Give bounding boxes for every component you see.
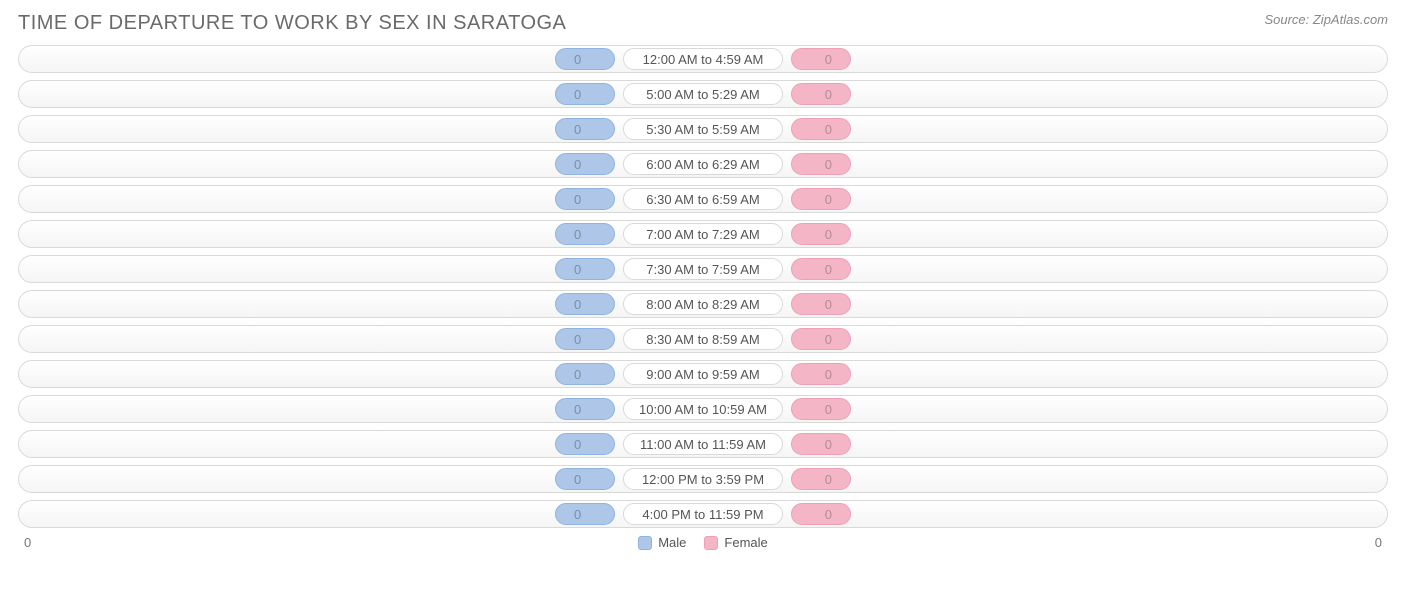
row-center-group: 0 8:00 AM to 8:29 AM 0 (555, 293, 851, 315)
row-center-group: 0 5:30 AM to 5:59 AM 0 (555, 118, 851, 140)
bar-male: 0 (555, 188, 615, 210)
category-label: 6:00 AM to 6:29 AM (623, 153, 783, 175)
row-center-group: 0 8:30 AM to 8:59 AM 0 (555, 328, 851, 350)
category-label: 8:30 AM to 8:59 AM (623, 328, 783, 350)
chart-row: 0 5:00 AM to 5:29 AM 0 (18, 80, 1388, 108)
legend-label-male: Male (658, 535, 686, 550)
bar-male: 0 (555, 468, 615, 490)
bar-male: 0 (555, 48, 615, 70)
bar-male: 0 (555, 398, 615, 420)
bar-female: 0 (791, 223, 851, 245)
legend-swatch-male (638, 536, 652, 550)
bar-female: 0 (791, 328, 851, 350)
row-center-group: 0 4:00 PM to 11:59 PM 0 (555, 503, 851, 525)
bar-female: 0 (791, 188, 851, 210)
bar-male: 0 (555, 363, 615, 385)
row-center-group: 0 7:30 AM to 7:59 AM 0 (555, 258, 851, 280)
row-center-group: 0 12:00 PM to 3:59 PM 0 (555, 468, 851, 490)
bar-male: 0 (555, 83, 615, 105)
category-label: 5:30 AM to 5:59 AM (623, 118, 783, 140)
diverging-bar-chart: 0 12:00 AM to 4:59 AM 0 0 5:00 AM to 5:29 AM… (18, 45, 1388, 528)
row-center-group: 0 5:00 AM to 5:29 AM 0 (555, 83, 851, 105)
chart-row: 0 4:00 PM to 11:59 PM 0 (18, 500, 1388, 528)
chart-row: 0 10:00 AM to 10:59 AM 0 (18, 395, 1388, 423)
chart-row: 0 12:00 PM to 3:59 PM 0 (18, 465, 1388, 493)
chart-source: Source: ZipAtlas.com (1264, 12, 1388, 27)
row-center-group: 0 12:00 AM to 4:59 AM 0 (555, 48, 851, 70)
row-center-group: 0 7:00 AM to 7:29 AM 0 (555, 223, 851, 245)
row-center-group: 0 9:00 AM to 9:59 AM 0 (555, 363, 851, 385)
bar-male: 0 (555, 433, 615, 455)
category-label: 6:30 AM to 6:59 AM (623, 188, 783, 210)
chart-header: TIME OF DEPARTURE TO WORK BY SEX IN SARA… (18, 12, 1388, 35)
bar-female: 0 (791, 363, 851, 385)
legend-item-male: Male (638, 535, 686, 550)
bar-male: 0 (555, 118, 615, 140)
bar-male: 0 (555, 503, 615, 525)
row-center-group: 0 6:00 AM to 6:29 AM 0 (555, 153, 851, 175)
bar-female: 0 (791, 48, 851, 70)
chart-title: TIME OF DEPARTURE TO WORK BY SEX IN SARA… (18, 12, 566, 35)
chart-row: 0 8:30 AM to 8:59 AM 0 (18, 325, 1388, 353)
category-label: 7:30 AM to 7:59 AM (623, 258, 783, 280)
bar-female: 0 (791, 153, 851, 175)
bar-female: 0 (791, 83, 851, 105)
category-label: 11:00 AM to 11:59 AM (623, 433, 783, 455)
category-label: 12:00 AM to 4:59 AM (623, 48, 783, 70)
chart-row: 0 7:30 AM to 7:59 AM 0 (18, 255, 1388, 283)
category-label: 8:00 AM to 8:29 AM (623, 293, 783, 315)
bar-female: 0 (791, 433, 851, 455)
chart-row: 0 11:00 AM to 11:59 AM 0 (18, 430, 1388, 458)
category-label: 10:00 AM to 10:59 AM (623, 398, 783, 420)
chart-row: 0 6:30 AM to 6:59 AM 0 (18, 185, 1388, 213)
category-label: 9:00 AM to 9:59 AM (623, 363, 783, 385)
bar-female: 0 (791, 293, 851, 315)
legend-swatch-female (704, 536, 718, 550)
bar-male: 0 (555, 328, 615, 350)
bar-female: 0 (791, 398, 851, 420)
bar-female: 0 (791, 258, 851, 280)
legend-label-female: Female (724, 535, 767, 550)
bar-female: 0 (791, 118, 851, 140)
category-label: 7:00 AM to 7:29 AM (623, 223, 783, 245)
category-label: 4:00 PM to 11:59 PM (623, 503, 783, 525)
row-center-group: 0 11:00 AM to 11:59 AM 0 (555, 433, 851, 455)
chart-row: 0 12:00 AM to 4:59 AM 0 (18, 45, 1388, 73)
axis-max-label: 0 (1375, 535, 1382, 550)
bar-male: 0 (555, 258, 615, 280)
chart-row: 0 8:00 AM to 8:29 AM 0 (18, 290, 1388, 318)
chart-row: 0 7:00 AM to 7:29 AM 0 (18, 220, 1388, 248)
chart-row: 0 6:00 AM to 6:29 AM 0 (18, 150, 1388, 178)
row-center-group: 0 10:00 AM to 10:59 AM 0 (555, 398, 851, 420)
chart-legend: Male Female (638, 535, 768, 550)
bar-male: 0 (555, 153, 615, 175)
category-label: 5:00 AM to 5:29 AM (623, 83, 783, 105)
bar-male: 0 (555, 223, 615, 245)
category-label: 12:00 PM to 3:59 PM (623, 468, 783, 490)
chart-row: 0 5:30 AM to 5:59 AM 0 (18, 115, 1388, 143)
bar-female: 0 (791, 503, 851, 525)
bar-female: 0 (791, 468, 851, 490)
chart-row: 0 9:00 AM to 9:59 AM 0 (18, 360, 1388, 388)
axis-min-label: 0 (24, 535, 31, 550)
legend-item-female: Female (704, 535, 767, 550)
row-center-group: 0 6:30 AM to 6:59 AM 0 (555, 188, 851, 210)
bar-male: 0 (555, 293, 615, 315)
chart-axis: 0 Male Female 0 (18, 535, 1388, 550)
